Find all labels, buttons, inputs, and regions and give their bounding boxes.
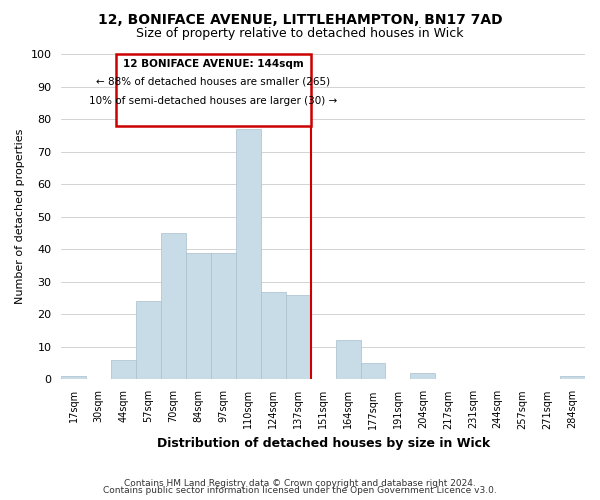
Bar xyxy=(61,376,86,380)
Bar xyxy=(560,376,585,380)
Bar xyxy=(335,340,361,380)
Bar xyxy=(236,129,261,380)
Bar xyxy=(186,252,211,380)
Bar xyxy=(136,302,161,380)
Bar xyxy=(116,54,311,126)
Text: 12 BONIFACE AVENUE: 144sqm: 12 BONIFACE AVENUE: 144sqm xyxy=(123,59,304,69)
Bar xyxy=(161,233,186,380)
Text: Size of property relative to detached houses in Wick: Size of property relative to detached ho… xyxy=(136,28,464,40)
Text: ← 88% of detached houses are smaller (265): ← 88% of detached houses are smaller (26… xyxy=(97,77,331,87)
Text: Contains HM Land Registry data © Crown copyright and database right 2024.: Contains HM Land Registry data © Crown c… xyxy=(124,478,476,488)
Y-axis label: Number of detached properties: Number of detached properties xyxy=(15,129,25,304)
Bar xyxy=(361,363,385,380)
Text: 10% of semi-detached houses are larger (30) →: 10% of semi-detached houses are larger (… xyxy=(89,96,338,106)
Bar xyxy=(111,360,136,380)
Bar xyxy=(261,292,286,380)
Text: 12, BONIFACE AVENUE, LITTLEHAMPTON, BN17 7AD: 12, BONIFACE AVENUE, LITTLEHAMPTON, BN17… xyxy=(98,12,502,26)
Bar xyxy=(211,252,236,380)
Text: Contains public sector information licensed under the Open Government Licence v3: Contains public sector information licen… xyxy=(103,486,497,495)
X-axis label: Distribution of detached houses by size in Wick: Distribution of detached houses by size … xyxy=(157,437,490,450)
Bar xyxy=(410,373,436,380)
Bar xyxy=(286,295,311,380)
